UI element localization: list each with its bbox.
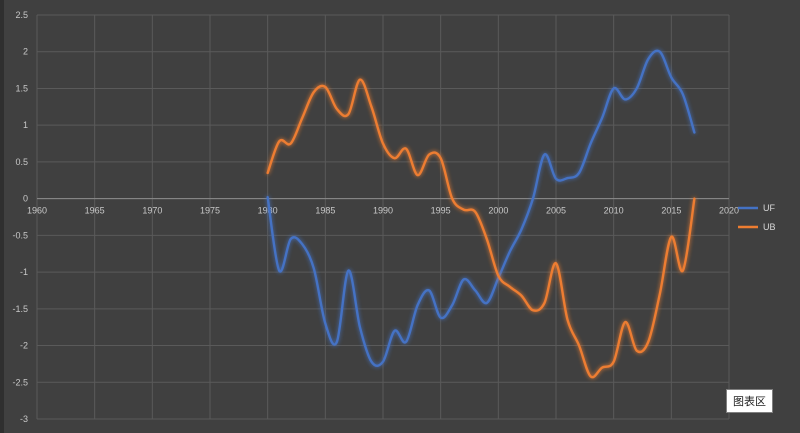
x-tick-label: 1980	[258, 206, 278, 216]
legend[interactable]: UF UB	[738, 203, 776, 232]
x-tick-label: 1975	[200, 206, 220, 216]
x-tick-label: 1970	[142, 206, 162, 216]
legend-label-ub[interactable]: UB	[763, 222, 776, 232]
legend-label-uf[interactable]: UF	[763, 203, 775, 213]
y-tick-label: -2	[20, 341, 28, 351]
x-tick-label: 2020	[719, 206, 739, 216]
y-tick-label: 2	[23, 47, 28, 57]
y-tick-label: 0	[23, 194, 28, 204]
y-tick-label: 1.5	[15, 83, 28, 93]
x-tick-label: 1990	[373, 206, 393, 216]
y-tick-label: -1.5	[12, 304, 28, 314]
y-tick-label: 1	[23, 120, 28, 130]
x-tick-label: 1995	[431, 206, 451, 216]
series-lines[interactable]	[266, 49, 696, 379]
y-tick-label: 0.5	[15, 157, 28, 167]
series-line-uf[interactable]	[266, 49, 696, 367]
x-tick-label: 2000	[488, 206, 508, 216]
y-tick-label: -1	[20, 267, 28, 277]
x-tick-label: 1965	[85, 206, 105, 216]
gridlines	[36, 14, 730, 420]
x-tick-label: 2015	[661, 206, 681, 216]
y-tick-label: -0.5	[12, 230, 28, 240]
x-tick-label: 1985	[315, 206, 335, 216]
window-edge	[0, 0, 4, 433]
axes: 2.5 2 1.5 1 0.5 0 -0.5 -1 -1.5 -2 -2.5 -3 1960 1965 19…	[12, 10, 739, 424]
x-tick-label: 1960	[27, 206, 47, 216]
y-tick-label: -3	[20, 414, 28, 424]
x-tick-label: 2005	[546, 206, 566, 216]
chart-area-tooltip: 图表区	[726, 389, 773, 413]
x-tick-label: 2010	[604, 206, 624, 216]
y-tick-label: 2.5	[15, 10, 28, 20]
series-line-ub[interactable]	[266, 78, 696, 379]
y-tick-label: -2.5	[12, 377, 28, 387]
